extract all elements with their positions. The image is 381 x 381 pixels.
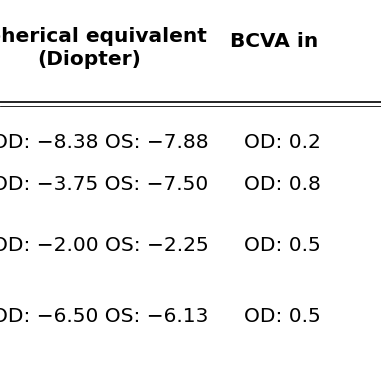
Text: OD: 0.8: OD: 0.8 xyxy=(244,175,321,194)
Text: OD: −2.00 OS: −2.25: OD: −2.00 OS: −2.25 xyxy=(0,236,209,255)
Text: BCVA in: BCVA in xyxy=(230,32,319,51)
Text: OD: −3.75 OS: −7.50: OD: −3.75 OS: −7.50 xyxy=(0,175,209,194)
Text: OD: −6.50 OS: −6.13: OD: −6.50 OS: −6.13 xyxy=(0,307,209,326)
Text: Spherical equivalent
(Diopter): Spherical equivalent (Diopter) xyxy=(0,27,207,69)
Text: OD: 0.5: OD: 0.5 xyxy=(244,236,320,255)
Text: OD: 0.2: OD: 0.2 xyxy=(244,133,321,152)
Text: OD: 0.5: OD: 0.5 xyxy=(244,307,320,326)
Text: OD: −8.38 OS: −7.88: OD: −8.38 OS: −7.88 xyxy=(0,133,209,152)
